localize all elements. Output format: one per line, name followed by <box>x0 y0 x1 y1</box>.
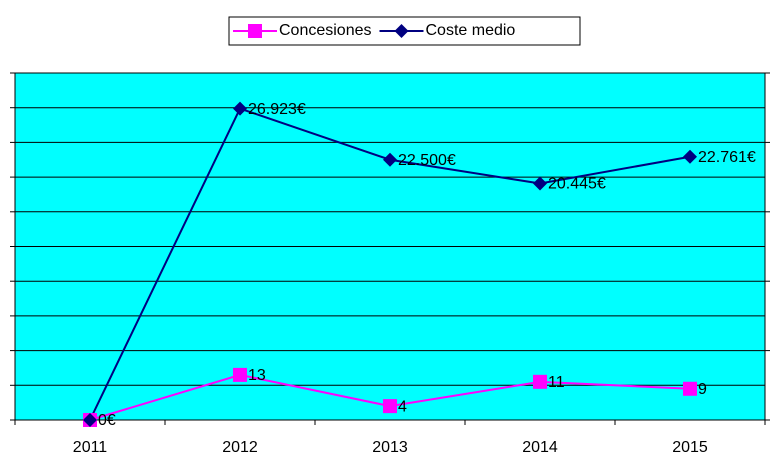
data-label: 22.761€ <box>698 149 756 166</box>
data-label: 0€ <box>98 412 116 429</box>
legend-label: Coste medio <box>426 22 516 39</box>
data-point <box>683 149 697 164</box>
x-tick-label: 2014 <box>522 439 558 456</box>
data-point <box>683 381 697 396</box>
data-label: 4 <box>398 398 407 415</box>
data-point <box>533 176 547 191</box>
data-label: 22.500€ <box>398 152 456 169</box>
data-label: 26.923€ <box>248 101 306 118</box>
data-point <box>83 413 97 427</box>
legend-marker <box>248 24 262 38</box>
x-tick-label: 2015 <box>672 439 708 456</box>
data-label: 20.445€ <box>548 176 606 193</box>
x-tick-label: 2012 <box>222 439 258 456</box>
data-label: 9 <box>698 381 707 398</box>
data-point <box>533 374 547 389</box>
x-tick-label: 2013 <box>372 439 408 456</box>
data-point <box>383 152 397 167</box>
data-point <box>233 101 247 116</box>
legend-label: Concesiones <box>279 22 372 39</box>
data-point <box>383 399 397 414</box>
data-label: 13 <box>248 367 266 384</box>
data-point <box>233 367 247 382</box>
x-tick-label: 2011 <box>73 439 108 456</box>
data-label: 11 <box>548 374 565 391</box>
legend-marker <box>394 24 409 38</box>
